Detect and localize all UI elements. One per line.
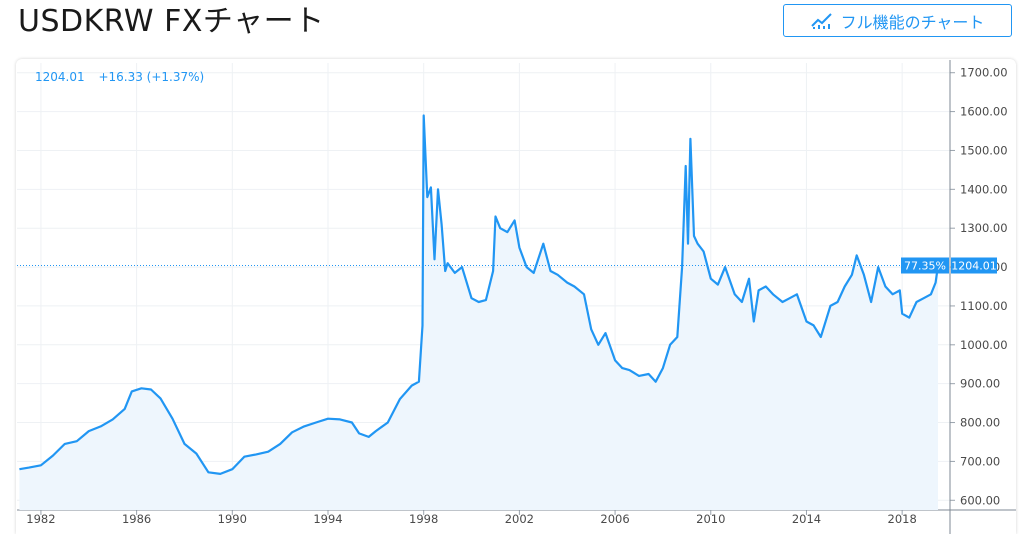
x-tick-label: 1986 [122, 512, 151, 526]
x-tick-label: 2014 [792, 512, 821, 526]
y-tick-label: 1700.00 [960, 66, 1008, 80]
price-badge [951, 257, 997, 274]
y-tick-label: 700.00 [960, 454, 1000, 468]
y-tick-label: 1500.00 [960, 143, 1008, 157]
x-tick-label: 1994 [313, 512, 342, 526]
chart-line-icon [810, 12, 832, 29]
y-tick-label: 600.00 [960, 493, 1000, 507]
y-tick-label: 1400.00 [960, 182, 1008, 196]
y-tick-label: 1600.00 [960, 105, 1008, 119]
chart-legend: 1204.01 +16.33 (+1.37%) [35, 70, 214, 84]
x-tick-label: 2018 [888, 512, 917, 526]
x-tick-label: 2002 [505, 512, 534, 526]
y-tick-label: 800.00 [960, 416, 1000, 430]
legend-change: +16.33 (+1.37%) [98, 70, 205, 84]
y-tick-label: 1100.00 [960, 299, 1008, 313]
x-tick-label: 2010 [696, 512, 725, 526]
y-tick-label: 900.00 [960, 377, 1000, 391]
series-area [19, 115, 938, 510]
x-tick-label: 2006 [600, 512, 629, 526]
x-tick-label: 1990 [218, 512, 247, 526]
full-chart-label: フル機能のチャート [840, 12, 985, 32]
series-line [19, 114, 940, 475]
legend-last-value: 1204.01 [35, 70, 85, 84]
percent-badge [901, 257, 949, 274]
x-tick-label: 1982 [26, 512, 55, 526]
x-tick-label: 1998 [409, 512, 438, 526]
price-badge-label: 1204.01 [951, 260, 997, 273]
y-tick-label: 1000.00 [960, 338, 1008, 352]
page-title: USDKRW FXチャート [18, 4, 325, 39]
full-chart-button[interactable]: フル機能のチャート [783, 4, 1012, 37]
percent-badge-label: 77.35% [904, 260, 946, 273]
y-tick-label: 1300.00 [960, 221, 1008, 235]
